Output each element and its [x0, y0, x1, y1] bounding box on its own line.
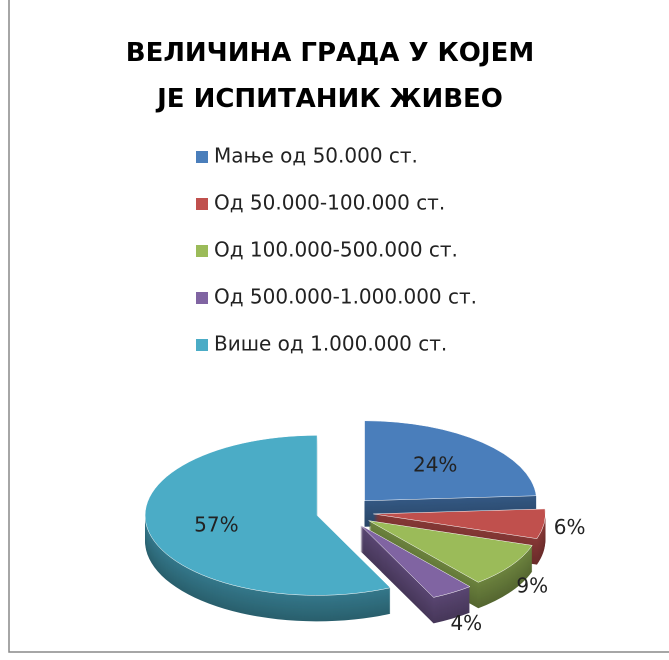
slice	[364, 420, 537, 502]
legend-label: Мање од 50.000 ст.	[214, 144, 418, 168]
legend-swatch	[196, 245, 208, 257]
data-label: 9%	[516, 573, 548, 597]
data-label: 57%	[194, 512, 238, 536]
chart-border	[8, 0, 669, 653]
slice	[373, 508, 546, 539]
legend-swatch	[196, 151, 208, 163]
legend-label: Од 100.000-500.000 ст.	[214, 238, 458, 262]
legend-label: Више од 1.000.000 ст.	[214, 332, 447, 356]
data-label: 24%	[413, 452, 457, 476]
legend-label: Од 50.000-100.000 ст.	[214, 191, 445, 215]
legend-label: Од 500.000-1.000.000 ст.	[214, 285, 477, 309]
legend-swatch	[196, 198, 208, 210]
legend-swatch	[196, 339, 208, 351]
chart-title: ВЕЛИЧИНА ГРАДА У КОЈЕМ ЈЕ ИСПИТАНИК ЖИВЕ…	[125, 38, 535, 114]
slice	[360, 524, 471, 598]
slice	[368, 520, 533, 583]
data-label: 4%	[450, 611, 482, 635]
slice	[144, 435, 391, 596]
legend-swatch	[196, 292, 208, 304]
data-label: 6%	[554, 515, 586, 539]
